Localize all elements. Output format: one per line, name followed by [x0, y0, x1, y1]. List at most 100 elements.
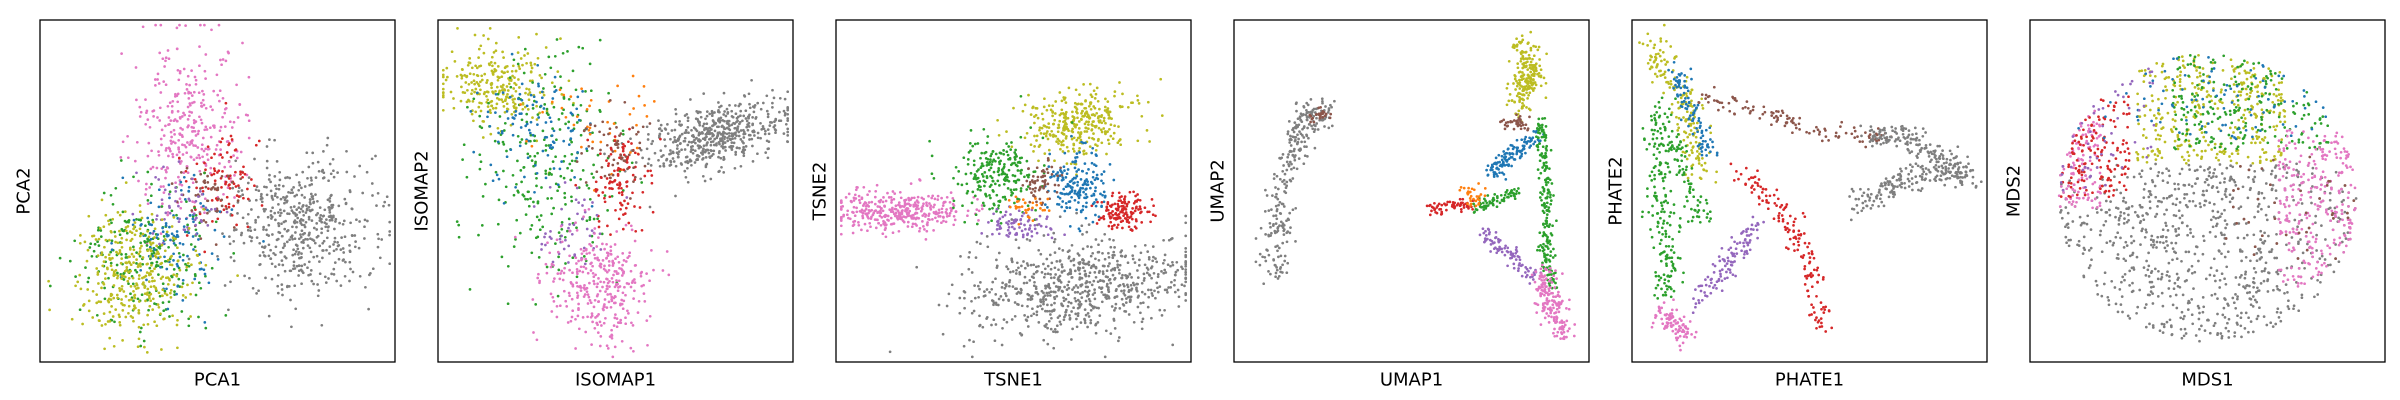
data-point-gray — [1045, 323, 1048, 326]
data-point-olive — [138, 234, 142, 238]
data-point-red — [227, 177, 231, 180]
data-point-pink — [940, 207, 944, 211]
data-point-gray — [1007, 299, 1011, 302]
data-point-brown — [204, 185, 208, 189]
data-point-green — [148, 266, 152, 270]
data-point-gray — [1064, 297, 1068, 301]
data-point-gray — [701, 124, 705, 128]
data-point-pink — [891, 190, 895, 193]
data-point-olive — [76, 280, 80, 284]
data-point-olive — [112, 271, 116, 275]
data-point-pink — [587, 207, 591, 211]
data-point-green — [457, 235, 461, 239]
data-point-purple — [163, 217, 166, 221]
data-point-pink — [839, 232, 843, 236]
data-point-gray — [712, 123, 715, 127]
data-point-olive — [135, 258, 138, 261]
data-point-olive — [1091, 113, 1095, 116]
data-point-green — [135, 217, 138, 221]
data-point-gray — [277, 187, 281, 191]
data-point-pink — [890, 201, 893, 204]
data-point-olive — [467, 98, 470, 102]
data-point-gray — [1184, 280, 1188, 284]
data-point-gray — [686, 180, 690, 184]
data-point-gray — [1066, 272, 1070, 276]
data-point-gray — [742, 154, 746, 158]
data-point-pink — [193, 129, 197, 133]
data-point-pink — [610, 336, 614, 340]
data-point-pink — [216, 93, 220, 97]
data-point-green — [87, 276, 91, 280]
data-point-gray — [1101, 279, 1105, 283]
data-point-gray — [323, 275, 327, 279]
data-point-pink — [161, 202, 164, 206]
data-point-brown — [204, 220, 208, 224]
data-point-red — [257, 139, 261, 143]
data-point-pink — [155, 166, 159, 170]
data-point-pink — [570, 315, 574, 319]
data-point-blue — [550, 134, 554, 137]
data-point-gray — [1163, 268, 1167, 272]
data-point-pink — [166, 104, 170, 108]
data-point-gray — [254, 218, 257, 222]
data-point-pink — [883, 205, 887, 208]
data-point-red — [212, 167, 216, 170]
data-point-pink — [640, 270, 644, 274]
data-point-gray — [994, 323, 998, 326]
data-point-gray — [691, 151, 695, 155]
data-point-blue — [140, 222, 143, 226]
data-point-green — [991, 179, 995, 183]
data-point-gray — [1107, 251, 1110, 255]
data-point-gray — [639, 148, 643, 152]
data-point-blue — [172, 252, 175, 256]
data-point-pink — [925, 229, 929, 233]
data-point-red — [241, 175, 244, 179]
data-point-green — [1019, 94, 1023, 98]
data-point-gray — [734, 153, 738, 156]
data-point-pink — [611, 259, 615, 263]
data-point-brown — [638, 146, 642, 150]
data-point-olive — [1064, 110, 1068, 114]
data-point-red — [210, 199, 214, 202]
data-point-gray — [326, 229, 330, 233]
data-point-pink — [890, 198, 894, 202]
data-point-olive — [1077, 120, 1081, 123]
data-point-gray — [1052, 231, 1056, 235]
data-point-pink — [619, 318, 623, 322]
data-point-orange — [643, 104, 646, 107]
data-point-gray — [279, 211, 283, 215]
data-point-olive — [518, 67, 522, 71]
data-point-green — [185, 200, 188, 203]
data-point-green — [461, 158, 464, 161]
data-point-gray — [1073, 291, 1077, 294]
data-point-green — [157, 246, 160, 249]
data-point-pink — [629, 346, 633, 350]
data-point-gray — [269, 214, 273, 217]
data-point-gray — [1060, 289, 1064, 293]
data-point-gray — [328, 200, 332, 203]
data-point-blue — [210, 252, 214, 255]
data-point-purple — [180, 193, 184, 197]
data-point-olive — [118, 323, 122, 327]
data-point-pink — [908, 204, 912, 208]
data-point-gray — [285, 199, 289, 203]
data-point-red — [184, 169, 188, 173]
data-point-pink — [977, 219, 980, 222]
data-point-gray — [302, 241, 305, 244]
data-point-olive — [1094, 125, 1097, 129]
data-point-green — [516, 159, 519, 163]
data-point-gray — [764, 151, 768, 154]
data-point-pink — [911, 222, 915, 226]
data-point-gray — [318, 219, 322, 222]
data-point-olive — [1104, 121, 1107, 125]
data-point-gray — [318, 260, 321, 263]
data-point-brown — [202, 219, 206, 222]
data-point-gray — [328, 245, 332, 248]
data-point-blue — [207, 281, 211, 285]
data-point-olive — [1080, 118, 1083, 121]
data-point-gray — [786, 134, 790, 137]
data-point-gray — [311, 195, 315, 198]
data-point-olive — [100, 198, 104, 202]
data-point-purple — [544, 243, 547, 247]
data-point-gray — [335, 247, 338, 251]
